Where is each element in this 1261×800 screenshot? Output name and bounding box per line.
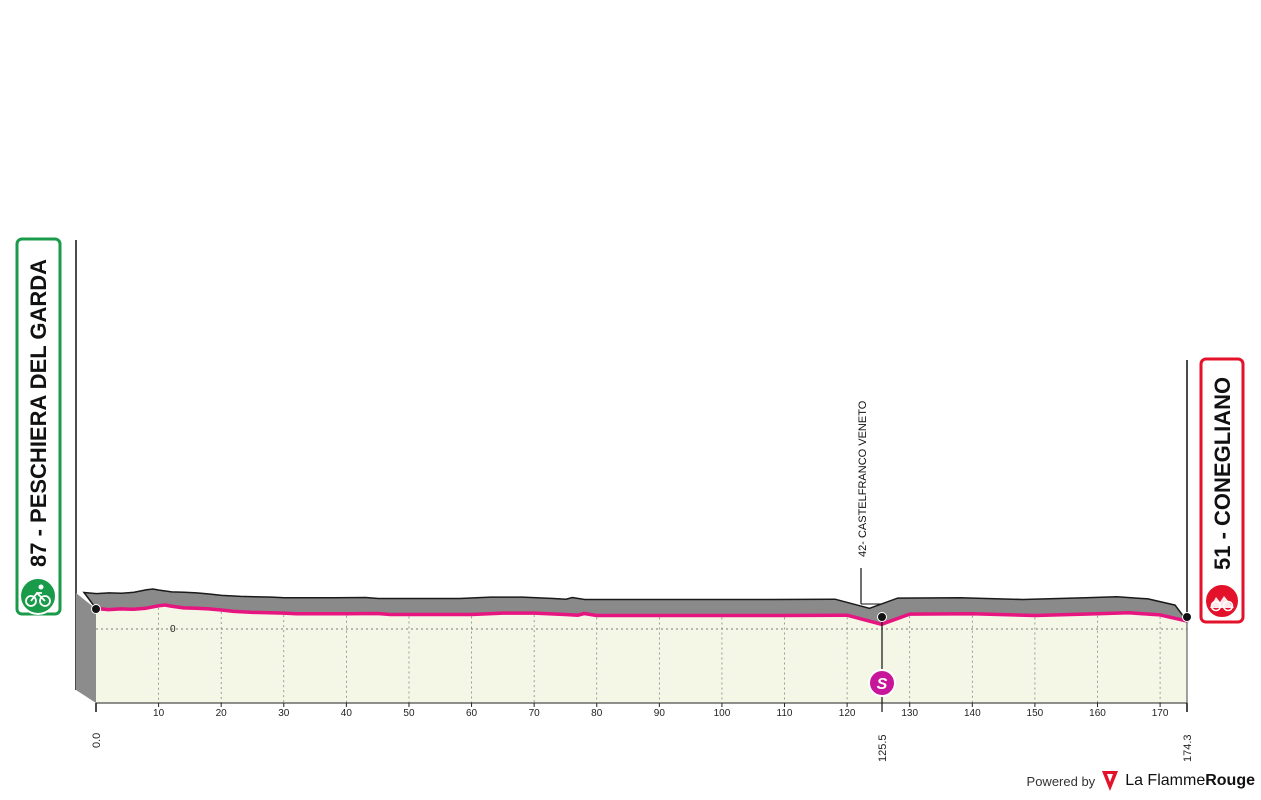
x-tick-label: 80: [591, 708, 603, 719]
finish-bike-icon: [1204, 583, 1240, 619]
x-tick-label: 10: [153, 708, 165, 719]
x-tick-label: 130: [901, 708, 918, 719]
x-axis-ticks: 10 20 30 40 50 60 70 80 90 100 110 120 130 140 150 160 1…: [153, 703, 1169, 719]
brand-part-b: Rouge: [1205, 772, 1255, 789]
x-tick-label: 140: [964, 708, 981, 719]
x-tick-label: 150: [1027, 708, 1044, 719]
zero-label: 0: [170, 624, 176, 635]
checkpoint-point: [877, 612, 887, 622]
x-tick-label: 170: [1152, 708, 1169, 719]
profile-side-face: [76, 593, 96, 703]
elevation-line: [95, 603, 1188, 627]
finish-label: 51 - CONEGLIANO: [1210, 377, 1235, 570]
x-tick-label: 160: [1089, 708, 1106, 719]
x-tick-label: 20: [216, 708, 228, 719]
finish-km-label: 174.3: [1182, 734, 1194, 762]
start-label: 87 - PESCHIERA DEL GARDA: [26, 259, 51, 567]
km-gridlines: [158, 607, 1161, 703]
x-tick-label: 30: [278, 708, 290, 719]
x-tick-label: 120: [839, 708, 856, 719]
sprint-badge: [868, 669, 896, 697]
checkpoint-name: 42- CASTELFRANCO VENETO: [857, 400, 869, 557]
laflammerouge-logo-icon: [1102, 771, 1119, 791]
x-tick-label: 60: [466, 708, 478, 719]
finish-point: [1182, 612, 1192, 622]
x-tick-label: 100: [714, 708, 731, 719]
checkpoint-km-label: 125.5: [877, 734, 889, 762]
sprint-badge-letter: S: [877, 676, 888, 693]
brand-name: La FlammeRouge: [1125, 772, 1255, 790]
x-tick-label: 110: [777, 708, 793, 719]
powered-by-text: Powered by: [1026, 773, 1096, 789]
x-tick-label: 70: [529, 708, 541, 719]
brand-part-a: La Flamme: [1125, 772, 1206, 789]
start-bike-icon: [19, 577, 57, 615]
finish-label-frame: [1199, 357, 1245, 624]
powered-by-footer: Powered by La FlammeRouge: [1027, 770, 1255, 792]
start-point: [91, 604, 101, 614]
x-tick-label: 90: [654, 708, 666, 719]
profile-area: [96, 605, 1187, 703]
x-tick-label: 40: [341, 708, 353, 719]
x-tick-label: 50: [403, 708, 415, 719]
start-km-label: 0.0: [91, 733, 103, 748]
